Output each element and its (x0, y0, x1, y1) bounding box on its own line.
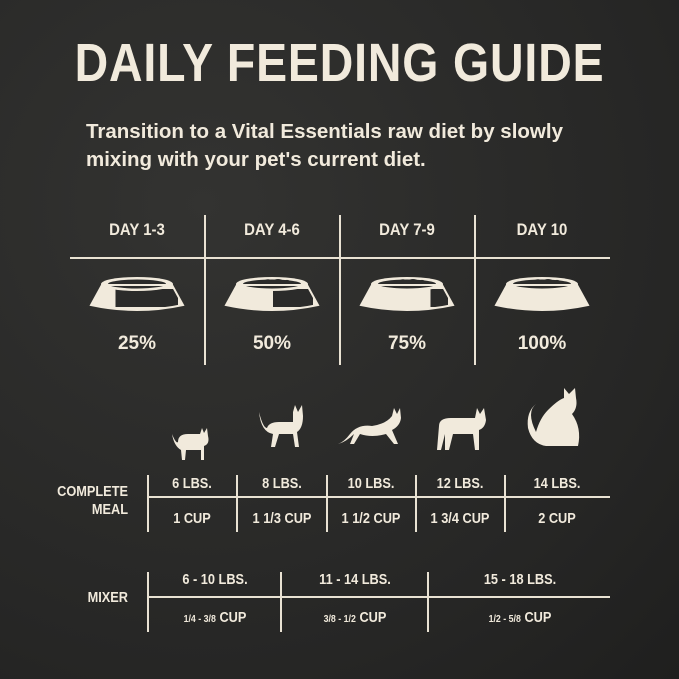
label-line: MEAL (91, 502, 128, 518)
page-title: DAILY FEEDING GUIDE (74, 33, 605, 93)
weight-cell: 6 - 10 LBS. (182, 572, 248, 588)
weight-cell: 15 - 18 LBS. (483, 572, 557, 588)
bowl-part (89, 284, 185, 311)
divider (236, 475, 238, 532)
cat-silhouette (527, 388, 580, 446)
percent-label: 75% (387, 333, 427, 354)
cat-silhouette (437, 408, 486, 450)
complete-meal-label: COMPLETE MEAL (33, 483, 128, 519)
amount-cell: 1/4 - 3/8 CUP (158, 610, 272, 626)
percent-label: 100% (517, 333, 567, 354)
weight-cell: 6 LBS. (172, 476, 212, 492)
day-label: DAY 4-6 (244, 220, 300, 239)
weight-cell: 11 - 14 LBS. (319, 572, 391, 588)
divider (147, 496, 610, 498)
amount-cell: 3/8 - 1/2 CUP (298, 610, 412, 626)
divider (280, 572, 282, 632)
food-bowl-icon (494, 277, 590, 311)
divider (504, 475, 506, 532)
percent-label: 50% (252, 333, 292, 354)
bowl-part (522, 279, 562, 284)
bowl-part (271, 287, 315, 309)
amount-cell: 1 CUP (173, 511, 211, 527)
label-line: COMPLETE (57, 484, 129, 500)
bowl-part (224, 284, 320, 311)
kitten-walking-icon (259, 405, 303, 447)
cat-silhouette (338, 408, 401, 444)
amount-cell: 1 1/3 CUP (252, 511, 312, 527)
divider (326, 475, 328, 532)
cat-sitting-icon (527, 388, 580, 446)
food-bowl-icon (224, 277, 320, 311)
day-label: DAY 7-9 (379, 220, 435, 239)
bowl-part (359, 284, 455, 311)
food-bowl-icon (359, 277, 455, 311)
subtitle: Transition to a Vital Essentials raw die… (86, 120, 563, 171)
bowl-part (494, 284, 590, 311)
cat-standing-icon (437, 408, 486, 450)
percent-label: 25% (117, 333, 157, 354)
divider (474, 215, 476, 365)
divider (427, 572, 429, 632)
divider (147, 596, 610, 598)
day-label: DAY 10 (516, 220, 568, 239)
fraction: 1/2 - 5/8 (488, 614, 521, 625)
divider (204, 215, 206, 365)
mixer-label: MIXER (87, 590, 128, 606)
unit: CUP (359, 610, 387, 626)
cat-silhouette (259, 405, 303, 447)
day-label: DAY 1-3 (109, 220, 165, 239)
divider (147, 475, 149, 532)
bowl-part (387, 279, 427, 284)
cat-silhouette (172, 428, 209, 460)
amount-cell: 1/2 - 5/8 CUP (463, 610, 577, 626)
amount-cell: 1 3/4 CUP (430, 511, 490, 527)
fraction: 1/4 - 3/8 (183, 614, 216, 625)
weight-cell: 12 LBS. (436, 476, 484, 492)
amount-cell: 2 CUP (538, 511, 576, 527)
fraction: 3/8 - 1/2 (323, 614, 356, 625)
weight-cell: 8 LBS. (262, 476, 302, 492)
divider (147, 572, 149, 632)
divider (339, 215, 341, 365)
bowl-part (252, 279, 292, 284)
weight-cell: 14 LBS. (533, 476, 581, 492)
cat-stretching-icon (338, 408, 401, 444)
amount-cell: 1 1/2 CUP (341, 511, 401, 527)
bowl-part (113, 287, 180, 309)
unit: CUP (219, 610, 247, 626)
bowl-part (496, 285, 588, 310)
food-bowl-icon (89, 277, 185, 311)
kitten-icon (172, 428, 209, 460)
weight-cell: 10 LBS. (347, 476, 395, 492)
unit: CUP (524, 610, 552, 626)
divider (415, 475, 417, 532)
